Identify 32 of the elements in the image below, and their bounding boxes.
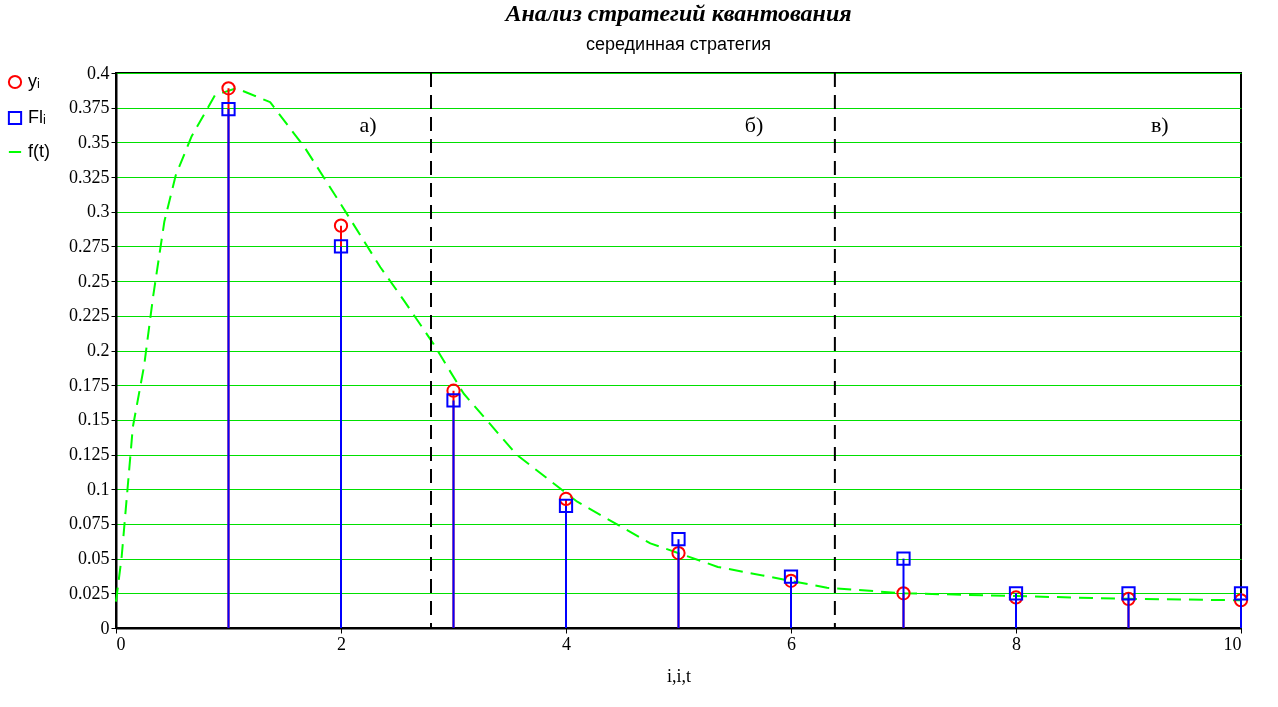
y-tick-label: 0.2 — [87, 340, 110, 360]
y-tick-label: 0.1 — [87, 478, 110, 499]
y-tick-label: 0.025 — [69, 582, 110, 603]
y-tick-label: 0.05 — [78, 548, 110, 569]
legend-label: yᵢ — [28, 71, 40, 91]
y-tick-label: 0.075 — [69, 513, 110, 534]
y-tick-label: 0.225 — [69, 305, 110, 326]
legend-label: f(t) — [28, 141, 50, 161]
x-axis-title: i,i,t — [666, 665, 692, 686]
x-tick-label: 0 — [116, 633, 126, 654]
y-tick-label: 0.275 — [69, 235, 110, 256]
annotation: б) — [744, 112, 764, 137]
y-tick-label: 0 — [100, 617, 110, 638]
y-tick-label: 0.35 — [78, 131, 110, 152]
y-tick-label: 0.125 — [69, 444, 110, 465]
y-tick-label: 0.175 — [69, 374, 110, 395]
y-tick-label: 0.375 — [69, 97, 110, 118]
legend-label: Flᵢ — [28, 107, 46, 127]
y-tick-label: 0.15 — [78, 409, 110, 430]
x-tick-label: 10 — [1223, 633, 1242, 654]
chart-subtitle: серединная стратегия — [585, 34, 772, 54]
x-tick-label: 2 — [337, 633, 346, 654]
y-tick-label: 0.4 — [87, 62, 110, 83]
y-tick-label: 0.25 — [78, 270, 110, 291]
x-tick-label: 8 — [1012, 633, 1021, 654]
annotation: а) — [359, 112, 377, 137]
annotation: в) — [1150, 112, 1169, 137]
x-tick-label: 6 — [787, 633, 796, 654]
x-tick-label: 4 — [562, 633, 571, 654]
y-tick-label: 0.3 — [87, 201, 110, 222]
chart-title: Анализ стратегий квантования — [503, 0, 852, 26]
y-tick-label: 0.325 — [69, 166, 110, 187]
